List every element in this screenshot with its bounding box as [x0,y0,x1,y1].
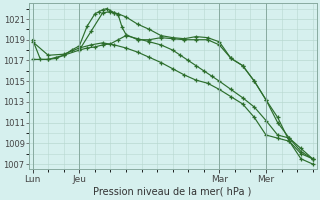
X-axis label: Pression niveau de la mer( hPa ): Pression niveau de la mer( hPa ) [93,187,252,197]
